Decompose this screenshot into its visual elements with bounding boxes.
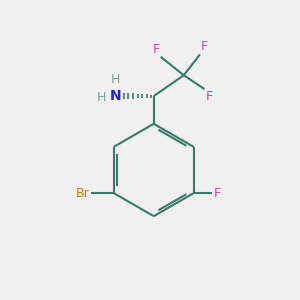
Text: F: F	[201, 40, 208, 53]
Text: H: H	[111, 73, 120, 86]
Text: F: F	[206, 90, 213, 103]
Text: N: N	[110, 89, 122, 103]
Text: F: F	[152, 43, 160, 56]
Text: H: H	[97, 91, 106, 104]
Text: Br: Br	[76, 187, 89, 200]
Text: F: F	[213, 187, 220, 200]
